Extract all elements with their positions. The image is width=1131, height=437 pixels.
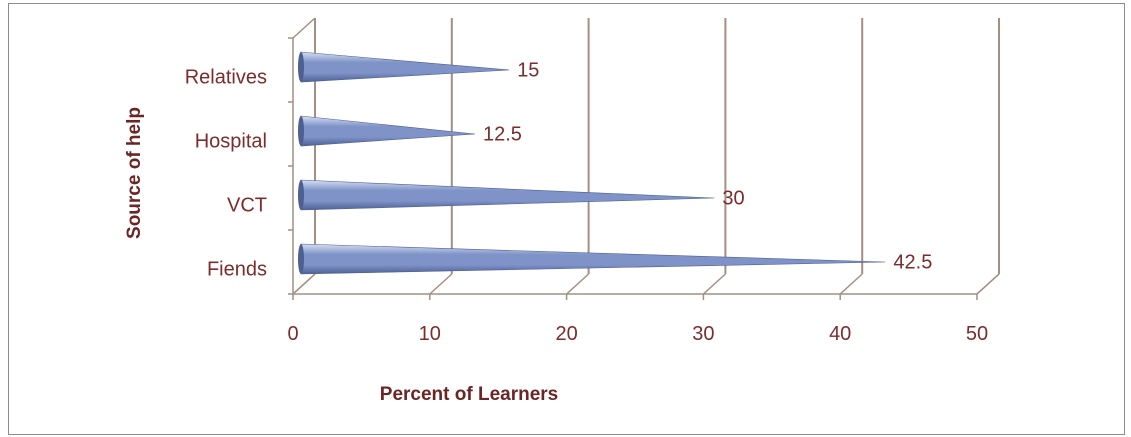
- y-axis-tick-labels: Fiends VCT Hospital Relatives: [185, 66, 267, 280]
- x-tick-label: 50: [966, 323, 988, 345]
- bar-relatives: [300, 51, 510, 83]
- y-axis-title: Source of help: [124, 107, 145, 239]
- bars: [298, 51, 886, 275]
- data-label: 30: [722, 187, 744, 209]
- bar-fiends: [300, 243, 886, 275]
- bar-vct: [300, 179, 715, 211]
- floor-gridline: [702, 273, 726, 295]
- x-axis-tick-labels: 0 10 20 30 40 50: [287, 323, 988, 345]
- floor-gridline: [292, 273, 316, 295]
- bar-hospital: [300, 115, 476, 147]
- x-axis-title: Percent of Learners: [380, 384, 558, 405]
- x-tick-label: 10: [419, 323, 441, 345]
- bar-base-vct: [298, 180, 304, 210]
- x-tick-label: 20: [555, 323, 577, 345]
- x-tick-label: 0: [287, 323, 298, 345]
- chart-area: 42.5 30 12.5 15 Fiends VCT Hospital Relatives …: [8, 3, 1125, 435]
- data-label: 42.5: [893, 251, 932, 273]
- floor-gridline: [976, 273, 1000, 295]
- bar-base-fiends: [298, 244, 304, 274]
- floor-gridline: [566, 273, 590, 295]
- data-labels: 42.5 30 12.5 15: [483, 59, 932, 273]
- left-wall-top-edge: [292, 17, 316, 39]
- data-label: 12.5: [483, 123, 522, 145]
- y-tick-label: Relatives: [185, 66, 267, 88]
- x-tick-label: 30: [692, 323, 714, 345]
- x-tick-label: 40: [829, 323, 851, 345]
- y-tick-label: Fiends: [207, 258, 267, 280]
- bar-base-hospital: [298, 116, 304, 146]
- floor-gridline: [429, 273, 453, 295]
- y-tick-label: VCT: [227, 194, 267, 216]
- bar-base-relatives: [298, 52, 304, 82]
- floor-gridline: [839, 273, 863, 295]
- data-label: 15: [517, 59, 539, 81]
- y-tick-label: Hospital: [195, 130, 267, 152]
